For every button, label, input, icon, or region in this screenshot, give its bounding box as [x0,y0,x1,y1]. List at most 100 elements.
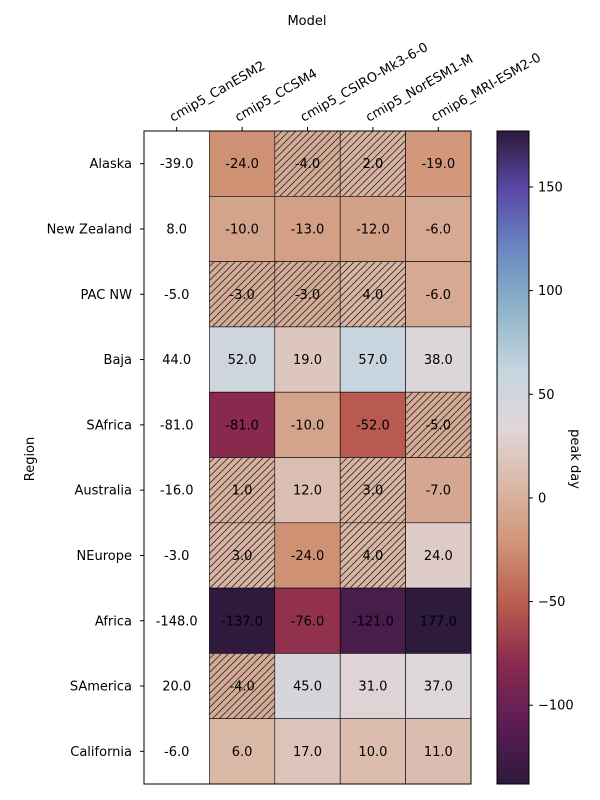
cell-value-label: 52.0 [228,353,257,368]
cell-value-label: 37.0 [424,680,453,695]
cell-value-label: 4.0 [363,288,384,303]
cell-value-label: -10.0 [225,222,259,237]
heatmap-cell [209,718,276,785]
heatmap-cell [405,587,472,654]
significance-hatch [274,261,341,327]
cell-value-label: 20.0 [162,680,191,695]
row-label: SAfrica [86,418,132,433]
cell-value-label: -3.0 [164,549,189,564]
column-label: cmip6_MRI-ESM2-0 [429,50,544,125]
heatmap-cell [274,587,341,654]
cell-value-label: -3.0 [229,288,254,303]
heatmap-cell [144,131,210,197]
cell-value-label: -19.0 [421,157,455,172]
cell-value-label: 12.0 [293,484,322,499]
colorbar-ticks: 150 100 50 0 −50 −100 [529,180,574,714]
heatmap-cell [209,391,276,458]
heatmap-cell [144,588,210,654]
cell-value-label: -16.0 [160,484,194,499]
cell-value-label: -121.0 [352,614,394,629]
row-label: Africa [95,614,132,629]
x-axis-label: Model [287,14,326,29]
cell-value-label: -12.0 [356,222,390,237]
cell-value-label: 3.0 [232,549,253,564]
cell-value-label: 177.0 [420,614,457,629]
cell-value-label: -137.0 [221,614,263,629]
cell-value-label: -10.0 [291,418,325,433]
cell-value-label: -76.0 [291,614,325,629]
heatmap-cell [209,587,276,654]
cell-value-label: 10.0 [358,745,387,760]
heatmap-cell [405,196,472,262]
colorbar-tick-label: 50 [538,388,555,403]
significance-hatch [340,457,406,523]
plot-frame [143,130,472,785]
colorbar-tick-label: 100 [538,284,563,299]
colorbar-label: peak day [567,429,582,489]
cell-value-label: -5.0 [164,288,189,303]
heatmap-cell [405,718,472,785]
heatmap-cell [144,196,210,262]
cell-value-label: -81.0 [225,418,259,433]
heatmap-cell [405,261,472,328]
row-label: NEurope [77,549,132,564]
cell-value-label: 44.0 [162,353,191,368]
heatmap-cells [144,130,472,785]
cell-value-label: 8.0 [166,222,187,237]
cell-value-label: -148.0 [156,614,198,629]
heatmap-cell-labels: -39.0 -24.0 -4.0 2.0 -19.0 8.0 -10.0 -13.0 -12.0… [156,157,457,760]
y-axis-label: Region [23,437,38,482]
cell-value-label: 38.0 [424,353,453,368]
cell-value-label: 17.0 [293,745,322,760]
cell-value-label: -5.0 [426,418,451,433]
cell-value-label: 1.0 [232,484,253,499]
heatmap-cell [144,522,210,589]
cell-value-label: 3.0 [363,484,384,499]
heatmap-cell [144,718,210,784]
significance-hatch [209,261,275,327]
cell-value-label: -4.0 [229,680,254,695]
row-label: Alaska [89,157,132,172]
row-label: Australia [74,484,132,499]
row-label: SAmerica [70,680,132,695]
heatmap-cell [339,653,406,720]
cell-value-label: 11.0 [424,745,453,760]
cell-value-label: -4.0 [295,157,320,172]
cell-value-label: 2.0 [363,157,384,172]
heatmap-cell [274,653,341,720]
heatmap-cell [144,326,210,393]
colorbar: 150 100 50 0 −50 −100 [496,130,574,785]
heatmap-cell [144,653,210,719]
heatmap-cell [339,391,406,458]
cell-value-label: 45.0 [293,680,322,695]
heatmap-cell [339,587,406,654]
cell-value-label: -7.0 [426,484,451,499]
heatmap-cell [339,718,406,785]
heatmap-cell [405,653,472,720]
heatmap-cell [274,718,341,785]
significance-hatch [274,131,341,197]
significance-hatch [405,392,471,458]
row-label: California [70,745,132,760]
cell-value-label: -24.0 [225,157,259,172]
row-tick-labels: Alaska New Zealand PAC NW Baja SAfrica Austra… [47,157,144,760]
cell-value-label: -3.0 [295,288,320,303]
cell-value-label: -13.0 [291,222,325,237]
heatmap-cell [209,196,276,262]
heatmap-cell [144,261,210,327]
heatmap-cell [274,522,341,589]
cell-value-label: -6.0 [426,222,451,237]
significance-hatch [209,522,275,589]
significance-hatch [340,261,406,327]
cell-value-label: -52.0 [356,418,390,433]
cell-value-label: 4.0 [363,549,384,564]
row-label: New Zealand [47,222,132,237]
colorbar-tick-label: 0 [538,491,546,506]
column-tick-labels: cmip5_CanESM2cmip5_CCSM4cmip5_CSIRO-Mk3-… [167,40,544,131]
cell-value-label: -6.0 [164,745,189,760]
colorbar-gradient [496,130,530,785]
significance-hatch [209,653,275,719]
heatmap-cell [144,392,210,458]
